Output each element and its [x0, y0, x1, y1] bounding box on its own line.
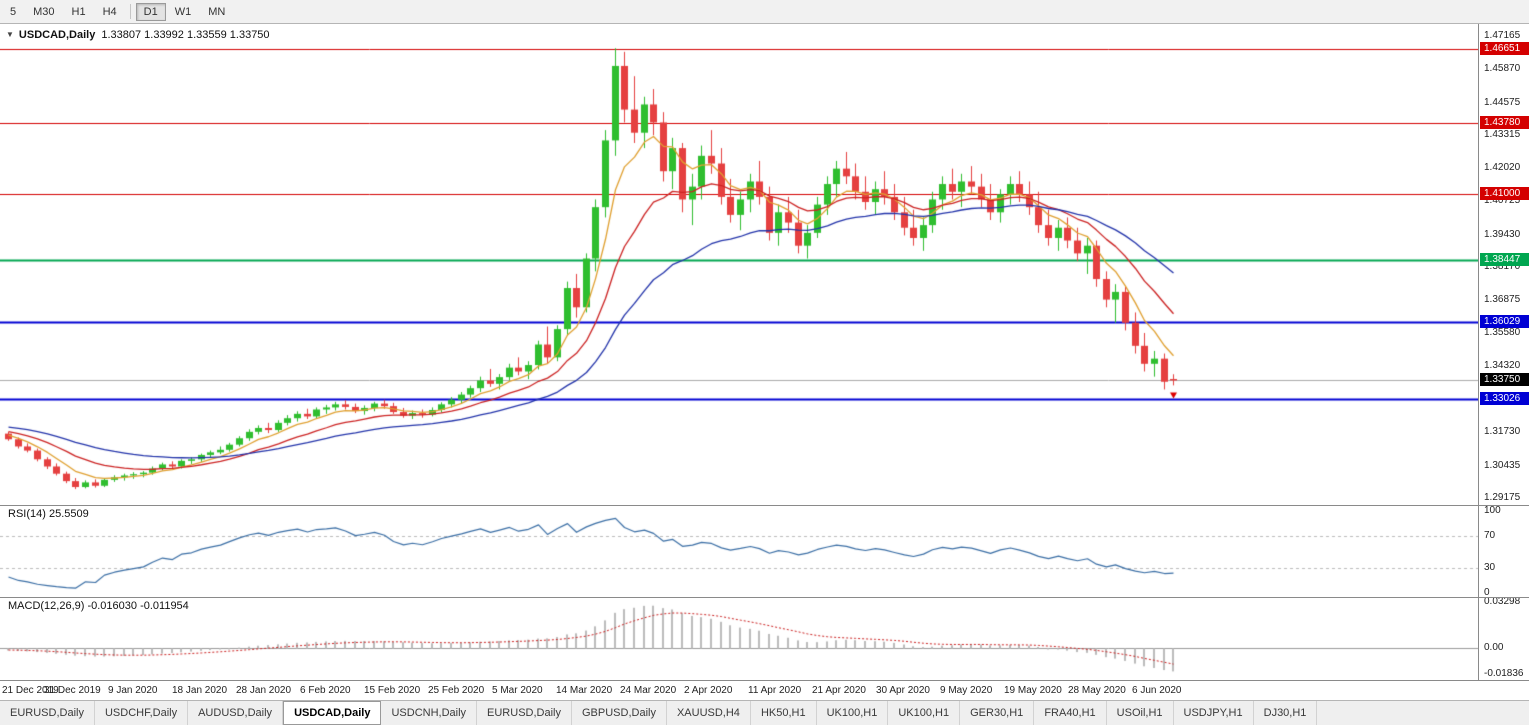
- price-axis-label: 1.40725: [1484, 195, 1521, 207]
- chart-title-row: ▼ USDCAD,Daily 1.33807 1.33992 1.33559 1.3…: [6, 29, 270, 41]
- symbol-dropdown-icon[interactable]: ▼: [6, 30, 14, 39]
- tab-uk100-h1[interactable]: UK100,H1: [817, 701, 889, 725]
- timeframe-button-d1[interactable]: D1: [135, 2, 166, 21]
- timeframe-button-h4[interactable]: H4: [95, 3, 125, 21]
- macd-axis-label: 0.00: [1484, 642, 1504, 653]
- main-rsi-separator[interactable]: [0, 505, 1529, 506]
- price-axis-label: 1.38170: [1484, 260, 1521, 272]
- price-badge: 1.46651: [1480, 42, 1529, 56]
- tab-ger30-h1[interactable]: GER30,H1: [960, 701, 1035, 725]
- tab-audusd-daily[interactable]: AUDUSD,Daily: [188, 701, 284, 725]
- price-axis-label: 1.30435: [1484, 459, 1521, 471]
- macd-indicator-label: MACD(12,26,9) -0.016030 -0.011954: [8, 600, 189, 612]
- time-axis-label: 6 Jun 2020: [1132, 685, 1182, 696]
- time-axis-label: 18 Jan 2020: [172, 685, 228, 696]
- time-axis-label: 5 Mar 2020: [492, 685, 543, 696]
- price-badge: 1.36029: [1480, 314, 1529, 328]
- price-badge: 1.41000: [1480, 187, 1529, 201]
- timeframe-button-mn[interactable]: MN: [200, 3, 233, 21]
- time-axis-label: 9 May 2020: [940, 685, 993, 696]
- rsi-axis-label: 30: [1484, 562, 1496, 574]
- price-axis-label: 1.29175: [1484, 491, 1521, 503]
- timeframe-button-h1[interactable]: H1: [64, 3, 94, 21]
- time-axis[interactable]: 21 Dec 2019 31 Dec 2019 9 Jan 2020 18 Jan 2…: [0, 680, 1529, 700]
- price-axis-label: 1.42020: [1484, 162, 1521, 174]
- timeframe-button-5[interactable]: 5: [2, 3, 24, 21]
- macd-axis-label: -0.01836: [1484, 667, 1524, 679]
- price-badge: 1.33026: [1480, 392, 1529, 406]
- timeframe-toolbar: 5 M30 H1 H4 D1 W1 MN: [0, 0, 1529, 24]
- price-badge: 1.38447: [1480, 252, 1529, 266]
- time-axis-label: 21 Apr 2020: [812, 685, 866, 696]
- time-axis-label: 31 Dec 2019: [44, 685, 101, 696]
- tab-dj30-h1[interactable]: DJ30,H1: [1254, 701, 1318, 725]
- rsi-axis-label: 100: [1484, 505, 1501, 516]
- tab-usdcnh-daily[interactable]: USDCNH,Daily: [381, 701, 478, 725]
- price-axis-label: 1.39430: [1484, 228, 1521, 240]
- tab-usoil-h1[interactable]: USOil,H1: [1107, 701, 1174, 725]
- price-axis[interactable]: 1.47165 1.45870 1.44575 1.43315 1.42020 1.407…: [1478, 24, 1529, 680]
- time-axis-label: 6 Feb 2020: [300, 685, 351, 696]
- macd-axis-label: 0.03298: [1484, 596, 1521, 608]
- time-axis-label: 11 Apr 2020: [748, 685, 802, 696]
- time-axis-label: 25 Feb 2020: [428, 685, 485, 696]
- tab-fra40-h1[interactable]: FRA40,H1: [1034, 701, 1107, 725]
- tab-gbpusd-daily[interactable]: GBPUSD,Daily: [572, 701, 667, 725]
- time-axis-label: 28 May 2020: [1068, 685, 1126, 696]
- price-badge: 1.33750: [1480, 373, 1529, 387]
- tab-usdcad-daily[interactable]: USDCAD,Daily: [283, 701, 382, 725]
- time-axis-label: 14 Mar 2020: [556, 685, 613, 696]
- chart-tab-bar: EURUSD,Daily USDCHF,Daily AUDUSD,Daily USDC…: [0, 700, 1529, 725]
- tab-uk100-h1[interactable]: UK100,H1: [888, 701, 961, 725]
- time-axis-label: 24 Mar 2020: [620, 685, 677, 696]
- timeframe-button-w1[interactable]: W1: [167, 3, 200, 21]
- rsi-indicator-label: RSI(14) 25.5509: [8, 508, 89, 520]
- price-axis-label: 1.47165: [1484, 30, 1521, 42]
- rsi-axis-label: 0: [1484, 587, 1490, 598]
- time-axis-label: 30 Apr 2020: [876, 685, 930, 696]
- price-axis-label: 1.34320: [1484, 359, 1521, 371]
- timeframe-button-m30[interactable]: M30: [25, 3, 62, 21]
- tab-usdchf-daily[interactable]: USDCHF,Daily: [95, 701, 189, 725]
- rsi-axis-label: 70: [1484, 529, 1496, 541]
- time-axis-label: 9 Jan 2020: [108, 685, 158, 696]
- chart-symbol-label: USDCAD,Daily: [18, 29, 96, 41]
- price-axis-label: 1.43315: [1484, 128, 1521, 140]
- chart-ohlc-readout: 1.33807 1.33992 1.33559 1.33750: [101, 29, 270, 41]
- tab-eurusd-daily[interactable]: EURUSD,Daily: [477, 701, 572, 725]
- price-axis-label: 1.31730: [1484, 426, 1521, 438]
- rsi-macd-separator[interactable]: [0, 597, 1529, 598]
- tab-usdjpy-h1[interactable]: USDJPY,H1: [1174, 701, 1254, 725]
- time-axis-label: 2 Apr 2020: [684, 685, 733, 696]
- time-axis-label: 21 Dec 2019: [2, 685, 59, 696]
- time-axis-label: 15 Feb 2020: [364, 685, 421, 696]
- price-axis-label: 1.35580: [1484, 327, 1521, 339]
- time-axis-label: 28 Jan 2020: [236, 685, 292, 696]
- price-axis-label: 1.45870: [1484, 63, 1521, 75]
- time-axis-label: 19 May 2020: [1004, 685, 1062, 696]
- price-badge: 1.43780: [1480, 115, 1529, 129]
- tab-hk50-h1[interactable]: HK50,H1: [751, 701, 817, 725]
- toolbar-separator: [129, 4, 131, 19]
- tab-eurusd-daily[interactable]: EURUSD,Daily: [0, 701, 95, 725]
- tab-xauusd-h4[interactable]: XAUUSD,H4: [667, 701, 751, 725]
- price-axis-label: 1.36875: [1484, 294, 1521, 306]
- price-axis-label: 1.44575: [1484, 96, 1521, 108]
